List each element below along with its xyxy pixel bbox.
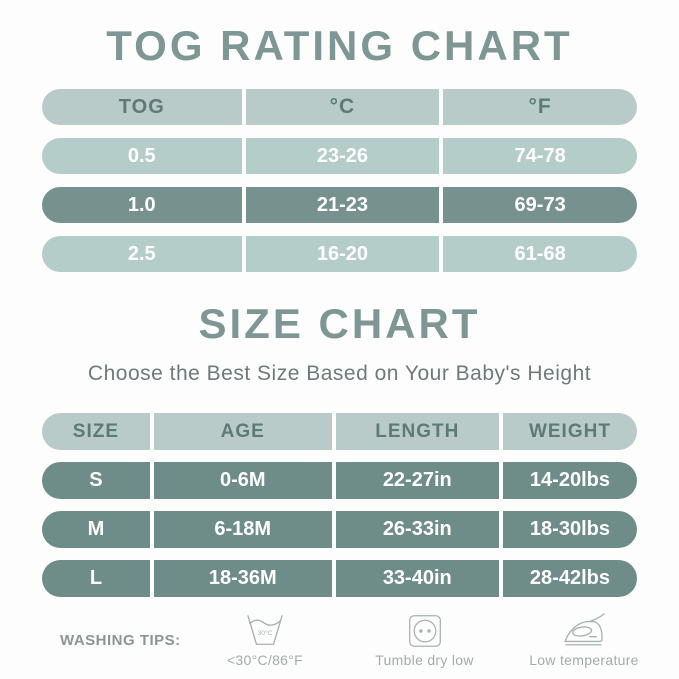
table-cell-age: 0-6M [153,462,332,499]
table-cell-size: M [42,511,150,548]
tumble-dry-caption: Tumble dry low [375,651,474,668]
table-row: L 18-36M 33-40in 28-42lbs [42,560,637,597]
column-header-length: LENGTH [335,413,499,450]
washing-tips-section: WASHING TIPS: 30°C <30°C/86°F [0,608,679,672]
table-cell-age: 6-18M [153,511,332,548]
table-cell-fahrenheit: 69-73 [443,187,637,223]
table-row: 0.5 23-26 74-78 [42,138,637,174]
table-cell-tog: 0.5 [42,138,242,174]
washing-tip-hand-wash: 30°C <30°C/86°F [210,613,320,668]
table-cell-length: 33-40in [335,560,499,597]
column-header-age: AGE [153,413,332,450]
wash-temp-caption: <30°C/86°F [226,651,304,668]
table-cell-size: L [42,560,150,597]
table-cell-length: 22-27in [335,462,499,499]
washing-tips-label: WASHING TIPS: [60,631,181,649]
table-cell-age: 18-36M [153,560,332,597]
washing-tip-tumble-dry: Tumble dry low [370,613,480,668]
svg-text:30°C: 30°C [258,628,273,636]
table-cell-size: S [42,462,150,499]
iron-caption: Low temperature [529,651,639,668]
table-cell-weight: 18-30lbs [502,511,637,548]
washing-tip-iron: Low temperature [529,612,639,668]
table-cell-tog: 1.0 [42,187,242,223]
column-header-weight: WEIGHT [502,413,637,450]
table-cell-celsius: 21-23 [245,187,440,223]
size-table-header-row: SIZE AGE LENGTH WEIGHT [42,413,637,450]
tumble-dry-icon [407,613,443,649]
washing-tips-list: 30°C <30°C/86°F Tumble dry low [210,612,679,668]
table-cell-weight: 28-42lbs [502,560,637,597]
size-table: SIZE AGE LENGTH WEIGHT S 0-6M 22-27in 14… [42,413,637,609]
column-header-fahrenheit: °F [443,89,637,125]
table-cell-length: 26-33in [335,511,499,548]
tog-chart-title: TOG RATING CHART [106,22,573,69]
table-row: S 0-6M 22-27in 14-20lbs [42,462,637,499]
table-cell-fahrenheit: 74-78 [443,138,637,174]
iron-icon [560,612,608,649]
column-header-tog: TOG [42,89,242,125]
table-cell-weight: 14-20lbs [502,462,637,499]
table-cell-celsius: 23-26 [245,138,440,174]
table-cell-tog: 2.5 [42,236,242,272]
tog-table-header-row: TOG °C °F [42,89,637,125]
table-row: 2.5 16-20 61-68 [42,236,637,272]
column-header-celsius: °C [245,89,440,125]
wash-basin-icon: 30°C [242,613,288,649]
column-header-size: SIZE [42,413,150,450]
size-chart-subtitle: Choose the Best Size Based on Your Baby'… [87,362,592,385]
size-chart-title: SIZE CHART [198,300,481,347]
table-cell-celsius: 16-20 [245,236,440,272]
table-cell-fahrenheit: 61-68 [443,236,637,272]
tog-table: TOG °C °F 0.5 23-26 74-78 1.0 21-23 69-7… [42,89,637,285]
table-row: 1.0 21-23 69-73 [42,187,637,223]
table-row: M 6-18M 26-33in 18-30lbs [42,511,637,548]
